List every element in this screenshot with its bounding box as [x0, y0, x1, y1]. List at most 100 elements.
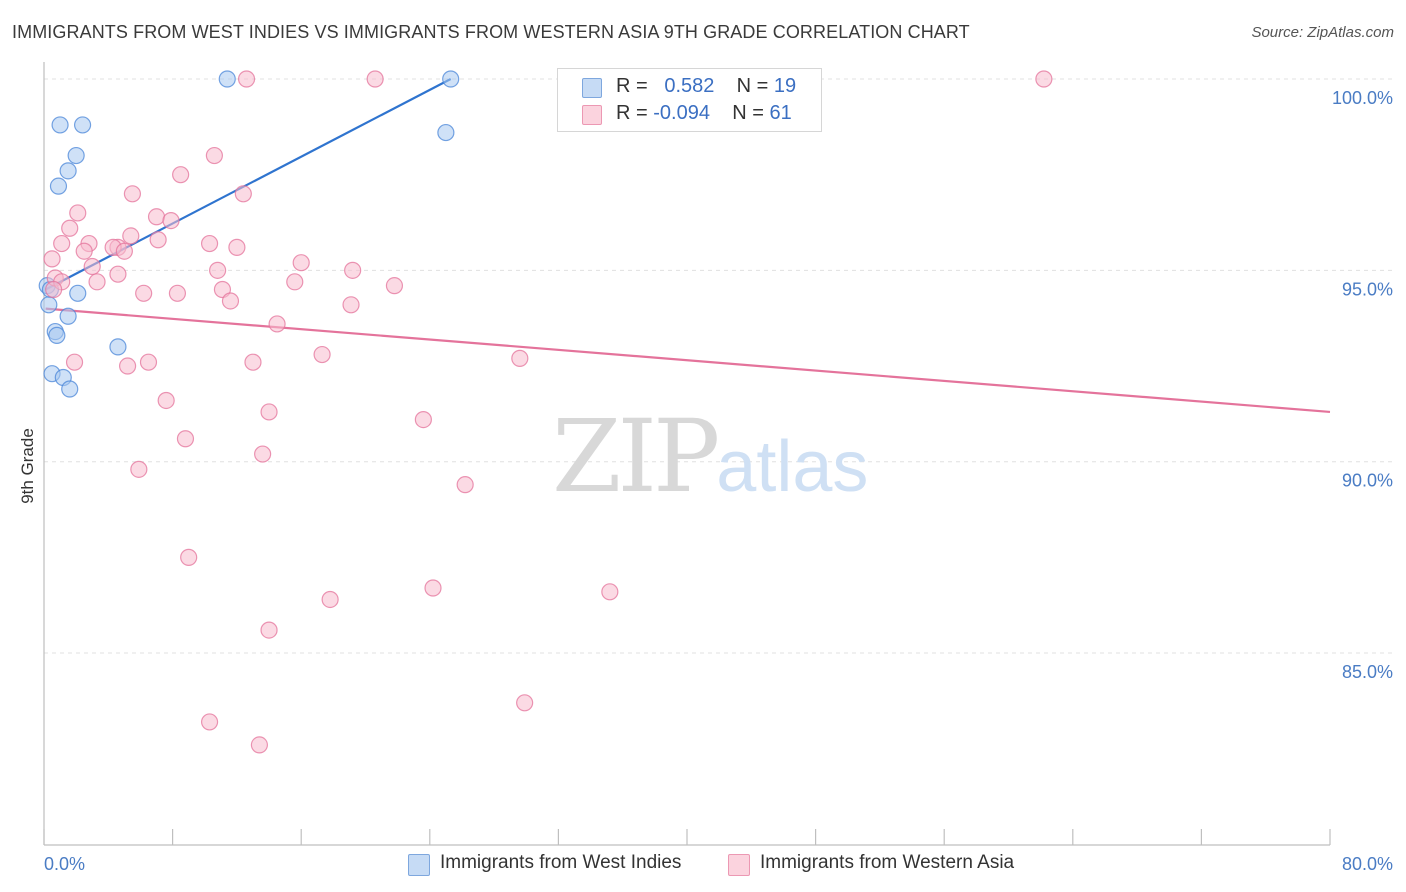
point-western-asia — [366, 70, 384, 88]
point-western-asia — [109, 265, 127, 283]
watermark: ZIPatlas — [552, 398, 868, 515]
tick-labels: 85.0% 90.0% 95.0% 100.0% 0.0% 80.0% — [44, 88, 1393, 874]
point-west-indies — [73, 116, 92, 134]
point-western-asia — [149, 231, 167, 249]
legend-swatch-west-indies — [582, 78, 602, 98]
point-western-asia — [147, 208, 166, 226]
point-western-asia — [260, 403, 278, 421]
correlation-legend: R = 0.582 N = 19 R = -0.094 N = 61 — [557, 68, 822, 132]
point-western-asia — [135, 284, 153, 302]
point-western-asia — [168, 284, 187, 302]
point-western-asia — [385, 277, 404, 295]
y-tick-label: 100.0% — [1332, 88, 1393, 108]
point-western-asia — [286, 273, 304, 291]
point-western-asia — [342, 296, 360, 314]
point-western-asia — [424, 579, 442, 597]
point-western-asia — [45, 280, 63, 299]
bottom-legend-label-western-asia: Immigrants from Western Asia — [760, 852, 1015, 873]
point-western-asia — [130, 460, 148, 478]
point-western-asia — [162, 211, 180, 230]
bottom-legend-label-west-indies: Immigrants from West Indies — [440, 852, 682, 873]
point-western-asia — [260, 621, 278, 639]
y-tick-label: 95.0% — [1342, 279, 1393, 299]
point-western-asia — [115, 242, 133, 260]
data-points — [38, 70, 1053, 754]
point-western-asia — [414, 411, 432, 429]
point-western-asia — [157, 391, 175, 410]
point-west-indies — [51, 116, 69, 134]
point-western-asia — [69, 204, 87, 222]
point-western-asia — [313, 345, 331, 364]
legend-swatch-western-asia — [582, 105, 602, 125]
point-western-asia — [180, 548, 198, 566]
point-west-indies — [109, 338, 127, 356]
bottom-legend-swatch-west-indies — [408, 854, 430, 876]
point-western-asia — [1035, 70, 1053, 88]
bottom-legend-swatch-western-asia — [728, 854, 750, 876]
point-western-asia — [200, 234, 219, 253]
n-value: 19 — [773, 75, 797, 97]
point-west-indies — [48, 326, 66, 345]
point-western-asia — [237, 70, 256, 88]
point-western-asia — [83, 257, 101, 276]
point-western-asia — [456, 476, 474, 494]
point-west-indies — [40, 296, 58, 314]
point-western-asia — [61, 219, 79, 237]
watermark-atlas: atlas — [716, 427, 869, 507]
point-west-indies — [61, 380, 79, 398]
point-west-indies — [59, 307, 77, 325]
point-western-asia — [122, 227, 140, 245]
legend-text-west-indies: R = 0.582 N = 19 — [616, 75, 796, 98]
trend-line-western-asia — [45, 307, 1331, 414]
r-label: R = — [616, 75, 648, 97]
r-value: 0.582 — [664, 75, 715, 97]
r-value: -0.094 — [653, 102, 710, 124]
y-axis-label: 9th Grade — [18, 428, 37, 504]
point-western-asia — [601, 583, 619, 601]
chart-title: IMMIGRANTS FROM WEST INDIES VS IMMIGRANT… — [12, 22, 970, 42]
point-western-asia — [172, 166, 190, 184]
n-label: N = — [736, 75, 769, 97]
point-western-asia — [244, 353, 262, 371]
point-west-indies — [218, 70, 236, 88]
point-western-asia — [268, 315, 286, 333]
n-value: 61 — [769, 102, 792, 124]
point-western-asia — [321, 590, 339, 609]
n-label: N = — [732, 102, 764, 124]
legend-text-western-asia: R = -0.094 N = 61 — [616, 102, 792, 125]
trend-line-west-indies — [45, 78, 452, 291]
point-western-asia — [53, 234, 71, 253]
x-tick-label: 0.0% — [44, 854, 85, 874]
point-western-asia — [43, 250, 61, 268]
point-western-asia — [209, 261, 227, 279]
point-western-asia — [123, 185, 142, 203]
point-western-asia — [344, 261, 362, 279]
axes — [43, 62, 1331, 846]
watermark-zip: ZIP — [552, 398, 720, 515]
point-western-asia — [118, 357, 137, 375]
point-western-asia — [228, 238, 246, 256]
y-tick-label: 85.0% — [1342, 662, 1393, 682]
point-west-indies — [442, 70, 460, 88]
point-west-indies — [59, 162, 77, 180]
point-western-asia — [75, 242, 93, 260]
point-western-asia — [250, 736, 269, 754]
point-western-asia — [176, 430, 195, 448]
x-tick-label: 80.0% — [1342, 854, 1393, 874]
point-western-asia — [254, 445, 272, 463]
point-west-indies — [437, 123, 455, 142]
point-west-indies — [49, 177, 68, 195]
r-label: R = — [616, 102, 648, 124]
point-western-asia — [234, 185, 252, 203]
source-credit: Source: ZipAtlas.com — [1251, 24, 1394, 41]
point-western-asia — [65, 353, 84, 371]
point-western-asia — [292, 254, 310, 272]
point-western-asia — [88, 273, 106, 291]
point-western-asia — [139, 353, 158, 371]
point-western-asia — [511, 349, 529, 367]
point-western-asia — [200, 713, 219, 731]
y-tick-label: 90.0% — [1342, 471, 1393, 491]
point-west-indies — [67, 146, 85, 165]
point-western-asia — [205, 146, 223, 165]
